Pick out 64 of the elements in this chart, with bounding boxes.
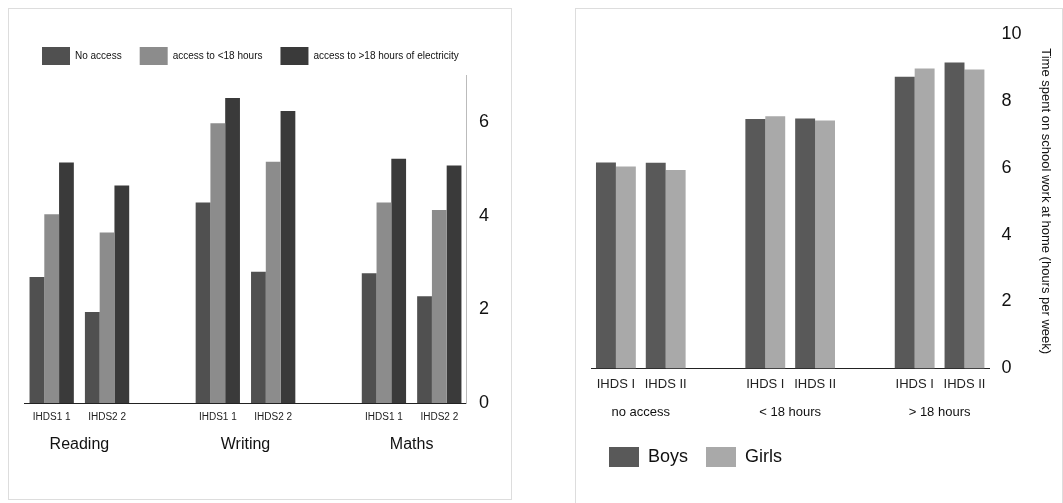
- bar: [944, 62, 965, 369]
- x-tick-label: IHDS2 2: [88, 410, 127, 422]
- y-tick-label: 8: [1001, 89, 1012, 110]
- text: Maths: [389, 435, 434, 453]
- bar: [964, 69, 985, 369]
- bar: [59, 162, 74, 403]
- bar: [446, 165, 462, 403]
- bar: [361, 273, 377, 403]
- bar: [376, 202, 392, 403]
- bar: [265, 161, 281, 403]
- x-tick-label: IHDS II: [943, 375, 986, 391]
- x-tick-label: IHDS II: [794, 375, 837, 391]
- bar: [645, 162, 666, 369]
- x-tick-label: IHDS2 2: [254, 410, 293, 422]
- y-tick-label: 4: [478, 204, 489, 225]
- text: > 18 hours: [908, 404, 971, 420]
- y-tick-label: 0: [1001, 357, 1012, 378]
- text: no access: [611, 404, 671, 420]
- bar: [99, 232, 115, 403]
- y-tick-label: 0: [478, 391, 489, 412]
- bar: [210, 123, 226, 403]
- bar: [595, 162, 616, 369]
- text: Reading: [49, 435, 110, 453]
- x-tick-label: IHDS1 1: [365, 410, 404, 422]
- x-tick-label: IHDS2 2: [420, 410, 459, 422]
- bar: [765, 116, 786, 369]
- x-tick-label: IHDS I: [596, 375, 636, 391]
- y-tick-label: 6: [478, 110, 489, 131]
- x-tick-label: IHDS1 1: [198, 410, 238, 422]
- bar: [195, 202, 211, 403]
- bar: [114, 185, 130, 403]
- bar: [391, 158, 407, 403]
- text: Writing: [220, 435, 271, 453]
- bar: [795, 118, 816, 369]
- legend-label: Boys: [648, 445, 689, 466]
- bar: [417, 296, 432, 403]
- x-tick-label: IHDS I: [895, 375, 934, 391]
- bar: [29, 276, 45, 403]
- bar: [615, 166, 636, 369]
- x-tick-label: IHDS1 1: [32, 410, 72, 422]
- legend-label: No access: [75, 49, 122, 61]
- bar: [251, 271, 266, 403]
- bar: [431, 209, 447, 403]
- bar: [280, 111, 296, 403]
- y-axis-title: Time spent on school work at home (hours per week): [1038, 48, 1054, 355]
- y-tick-label: 2: [478, 298, 489, 319]
- x-tick-label: IHDS II: [644, 375, 687, 391]
- legend-label: access to <18 hours: [172, 49, 263, 61]
- legend-label: Girls: [745, 445, 783, 466]
- text: < 18 hours: [759, 404, 822, 420]
- bar: [894, 76, 915, 369]
- bar: [225, 97, 240, 403]
- bar: [665, 170, 686, 369]
- bar: [745, 118, 766, 369]
- y-tick-label: 10: [1001, 22, 1022, 43]
- bar: [44, 214, 60, 403]
- y-tick-label: 2: [1001, 290, 1012, 311]
- bar: [84, 312, 100, 403]
- x-tick-label: IHDS I: [746, 375, 785, 391]
- y-tick-label: 4: [1001, 223, 1012, 244]
- bar: [914, 68, 935, 369]
- legend-label: access to >18 hours of electricity: [313, 49, 459, 61]
- y-tick-label: 6: [1001, 156, 1012, 177]
- bar: [815, 120, 836, 369]
